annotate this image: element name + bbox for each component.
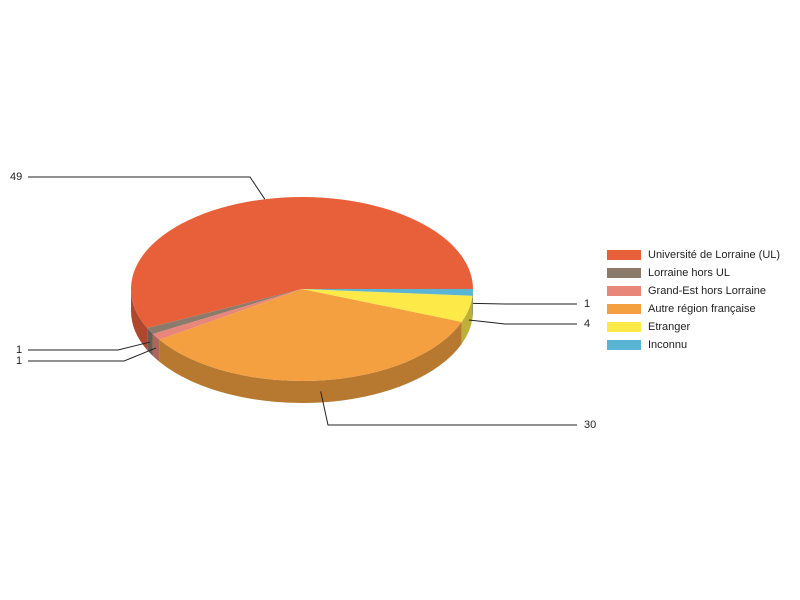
legend-swatch xyxy=(607,304,641,314)
slice-side xyxy=(461,295,473,344)
legend-swatch xyxy=(607,250,641,260)
slice-side xyxy=(159,321,462,403)
leader-line xyxy=(472,302,577,305)
slice xyxy=(302,289,473,322)
slice xyxy=(147,289,302,335)
slice-side xyxy=(131,289,148,351)
data-label: 1 xyxy=(584,298,590,310)
leader-line xyxy=(28,341,151,351)
legend-swatch xyxy=(607,268,641,278)
slice xyxy=(152,289,302,340)
legend-label: Inconnu xyxy=(648,339,687,351)
leader-line xyxy=(28,347,157,362)
data-label: 1 xyxy=(16,355,22,367)
data-label: 1 xyxy=(16,344,22,356)
slice xyxy=(131,196,473,329)
slice xyxy=(302,289,473,296)
leader-line xyxy=(468,319,577,325)
legend-label: Grand-Est hors Lorraine xyxy=(648,285,766,297)
leader-line xyxy=(320,391,577,426)
legend-label: Lorraine hors UL xyxy=(648,267,730,279)
legend-label: Autre région française xyxy=(648,303,756,315)
data-label: 49 xyxy=(10,171,22,183)
legend-swatch xyxy=(607,340,641,350)
legend-label: Université de Lorraine (UL) xyxy=(648,249,780,261)
data-label: 4 xyxy=(584,318,590,330)
leader-line xyxy=(28,176,266,200)
data-label: 30 xyxy=(584,419,596,431)
slice-side xyxy=(147,328,153,357)
slice-side xyxy=(152,334,160,362)
legend-swatch xyxy=(607,322,641,332)
slice xyxy=(159,289,462,381)
legend-swatch xyxy=(607,286,641,296)
legend-label: Etranger xyxy=(648,321,691,333)
